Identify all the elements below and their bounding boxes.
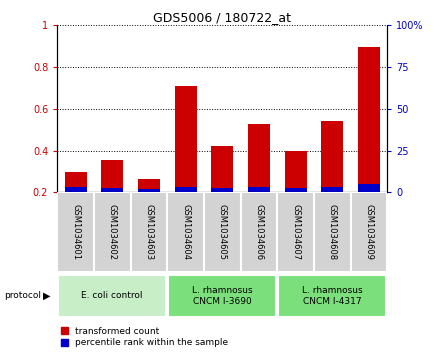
Text: GSM1034603: GSM1034603 <box>144 204 154 260</box>
Bar <box>285 188 307 192</box>
Bar <box>248 123 270 192</box>
Bar <box>241 192 277 272</box>
Bar <box>101 160 123 192</box>
Bar <box>358 47 380 192</box>
Bar <box>131 192 167 272</box>
Title: GDS5006 / 180722_at: GDS5006 / 180722_at <box>153 11 291 24</box>
Bar <box>321 121 343 192</box>
Bar <box>278 275 386 317</box>
Text: protocol: protocol <box>4 291 41 300</box>
Bar <box>65 172 87 192</box>
Bar <box>94 192 131 272</box>
Text: GSM1034604: GSM1034604 <box>181 204 190 260</box>
Bar <box>321 187 343 192</box>
Text: GSM1034608: GSM1034608 <box>328 204 337 260</box>
Bar <box>167 192 204 272</box>
Bar <box>248 187 270 192</box>
Bar <box>314 192 351 272</box>
Text: L. rhamnosus
CNCM I-4317: L. rhamnosus CNCM I-4317 <box>302 286 363 306</box>
Text: GSM1034602: GSM1034602 <box>108 204 117 260</box>
Text: L. rhamnosus
CNCM I-3690: L. rhamnosus CNCM I-3690 <box>192 286 253 306</box>
Bar <box>57 192 94 272</box>
Bar <box>175 187 197 192</box>
Legend: transformed count, percentile rank within the sample: transformed count, percentile rank withi… <box>57 323 232 351</box>
Bar <box>101 188 123 192</box>
Bar <box>204 192 241 272</box>
Bar <box>138 189 160 192</box>
Bar <box>285 151 307 192</box>
Text: GSM1034605: GSM1034605 <box>218 204 227 260</box>
Bar <box>65 187 87 192</box>
Text: GSM1034606: GSM1034606 <box>254 204 264 260</box>
Bar <box>138 179 160 192</box>
Text: GSM1034609: GSM1034609 <box>364 204 374 260</box>
Bar <box>211 188 233 192</box>
Bar <box>277 192 314 272</box>
Bar <box>351 192 387 272</box>
Text: ▶: ▶ <box>43 291 51 301</box>
Text: GSM1034601: GSM1034601 <box>71 204 80 260</box>
Bar <box>211 147 233 192</box>
Text: GSM1034607: GSM1034607 <box>291 204 300 260</box>
Bar <box>175 86 197 192</box>
Bar <box>358 184 380 192</box>
Bar <box>168 275 276 317</box>
Bar <box>58 275 166 317</box>
Text: E. coli control: E. coli control <box>81 291 143 300</box>
